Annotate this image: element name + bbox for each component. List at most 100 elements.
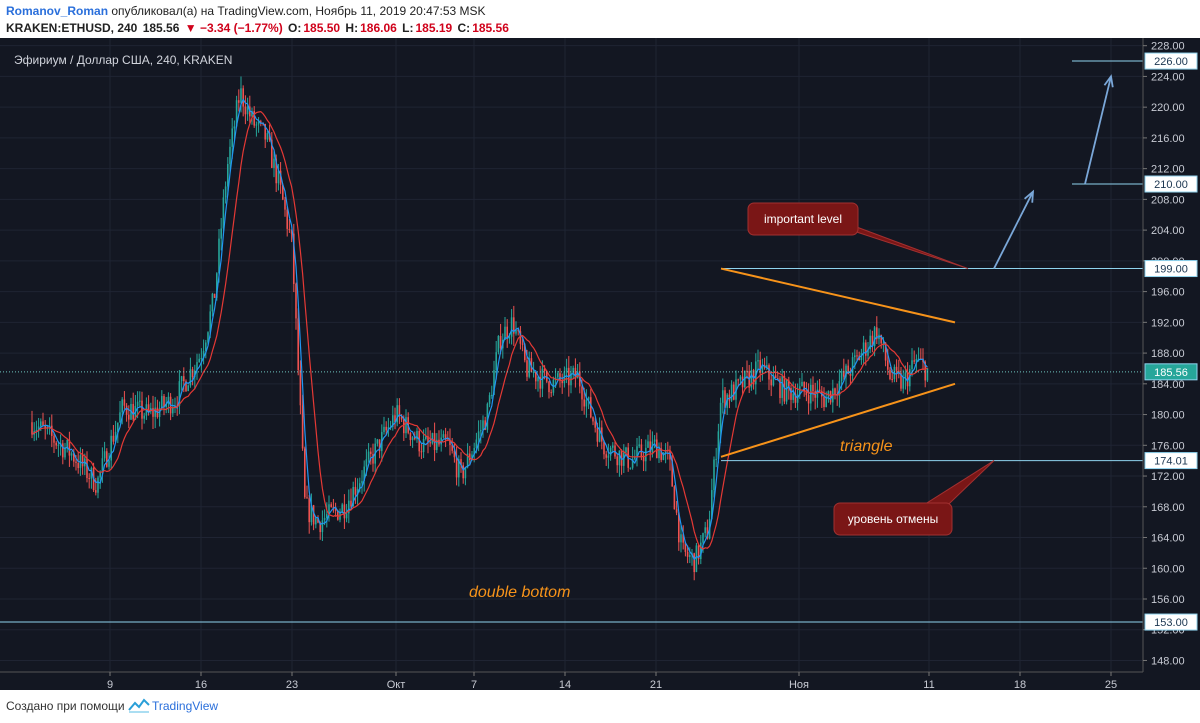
horizontal-levels: [0, 60, 1143, 623]
candle-body: [337, 510, 339, 520]
candle-body: [546, 371, 548, 382]
candle-body: [904, 372, 907, 378]
price-chart[interactable]: important level уровень отмены triangle dou…: [0, 38, 1200, 690]
candle-body: [75, 461, 77, 464]
candle-body: [275, 158, 277, 184]
candle-body: [704, 527, 706, 534]
candle-body: [180, 376, 183, 382]
candle-body: [887, 360, 889, 370]
candle-body: [812, 384, 814, 392]
candle-body: [513, 317, 515, 334]
candle-body: [702, 533, 704, 543]
level-badge-text: 174.01: [1154, 456, 1188, 468]
symbol-label: KRAKEN:ETHUSD, 240: [6, 21, 138, 35]
candle-body: [733, 384, 735, 400]
candle-body: [253, 110, 255, 126]
candle-body: [321, 520, 324, 533]
candle-body: [680, 534, 682, 543]
candle-body: [526, 360, 528, 377]
candle-body: [297, 318, 299, 371]
projection-arrow-1: [993, 191, 1034, 269]
candle-body: [488, 395, 491, 404]
candle-body: [792, 393, 794, 400]
x-tick-label: 18: [1014, 679, 1026, 690]
candle-body: [90, 467, 93, 479]
candle-body: [722, 390, 724, 403]
candle-body: [319, 522, 321, 533]
y-tick-label: 196.00: [1151, 287, 1185, 299]
y-tick-label: 172.00: [1151, 471, 1185, 483]
candle-body: [777, 378, 779, 380]
candle-body: [409, 432, 412, 441]
candle-body: [583, 399, 585, 407]
x-tick-label: 7: [471, 679, 477, 690]
candle-body: [411, 437, 414, 441]
candle-body: [869, 335, 871, 350]
candle-body: [794, 393, 797, 403]
candle-body: [383, 426, 385, 433]
candle-body: [862, 342, 865, 354]
candle-body: [451, 444, 453, 451]
candle-body: [781, 376, 783, 398]
candle-body: [260, 121, 262, 123]
candle-body: [77, 463, 79, 469]
candle-body: [906, 372, 909, 387]
candle-body: [730, 384, 733, 401]
candle-body: [495, 352, 497, 371]
candle-body: [713, 459, 715, 491]
important-level-callout-box: [747, 202, 859, 236]
candle-body: [114, 431, 117, 442]
level-badge-text: 199.00: [1154, 264, 1188, 276]
y-tick-label: 176.00: [1151, 440, 1185, 452]
candle-body: [913, 360, 915, 362]
candle-body: [911, 360, 913, 370]
candle-body: [110, 435, 112, 461]
x-tick-label: 14: [559, 679, 571, 690]
candle-body: [396, 405, 398, 423]
symbol-line: KRAKEN:ETHUSD, 240 185.56 ▼ −3.34 (−1.77…: [6, 21, 511, 35]
candle-body: [755, 361, 757, 385]
ma-slow-line: [31, 110, 928, 550]
candle-body: [605, 454, 607, 458]
candle-body: [865, 342, 867, 356]
candle-body: [246, 106, 249, 115]
candle-body: [843, 370, 845, 377]
low-value: 185.19: [415, 21, 453, 35]
candle-body: [429, 442, 431, 444]
candle-body: [117, 422, 119, 432]
candle-body: [154, 407, 156, 417]
candle-body: [598, 427, 601, 442]
chart-header: Romanov_Roman опубликовал(а) на TradingV…: [0, 0, 1200, 38]
candle-body: [191, 369, 194, 377]
candle-body: [51, 425, 53, 436]
x-tick-label: 11: [923, 679, 934, 690]
candle-body: [856, 355, 858, 357]
candle-body: [801, 381, 803, 387]
candle-body: [647, 441, 649, 448]
candle-body: [282, 184, 284, 200]
y-tick-label: 148.00: [1151, 655, 1185, 667]
candle-body: [323, 517, 326, 521]
candle-body: [623, 452, 625, 466]
candle-body: [44, 425, 46, 429]
candle-body: [125, 405, 128, 415]
candle-body: [499, 336, 502, 349]
candle-body: [455, 457, 458, 478]
level-badge-box: [1144, 260, 1198, 278]
current-price-badge-box: [1144, 363, 1198, 381]
candle-body: [594, 421, 596, 428]
candle-body: [631, 458, 634, 468]
candle-body: [840, 370, 843, 382]
candle-body: [121, 399, 123, 413]
candle-body: [893, 366, 896, 380]
candle-body: [200, 358, 203, 360]
candle-body: [770, 379, 772, 386]
candle-body: [244, 106, 247, 115]
candle-body: [482, 420, 484, 431]
level-badge-box: [1144, 175, 1198, 193]
author-link[interactable]: Romanov_Roman: [6, 4, 109, 18]
candle-body: [849, 373, 852, 376]
tradingview-brand-link[interactable]: TradingView: [152, 699, 219, 713]
candle-body: [581, 386, 583, 400]
candle-body: [779, 378, 781, 398]
